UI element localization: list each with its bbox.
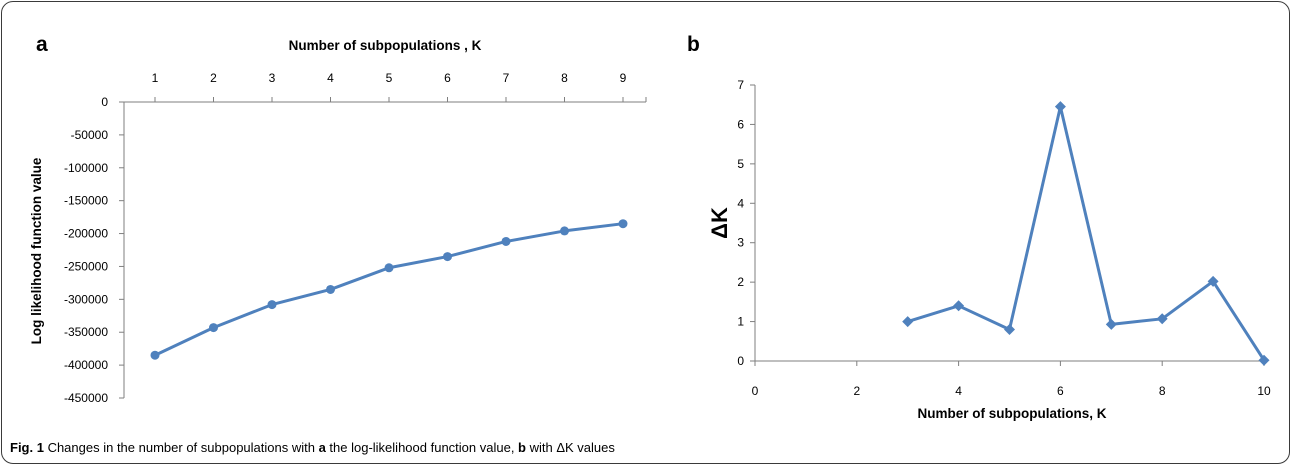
panel-b-data-point xyxy=(1054,101,1066,113)
panel-a-y-axis-title: Log likelihood function value xyxy=(29,157,44,344)
panel-b-data-point xyxy=(1156,313,1168,325)
caption-text-1: Changes in the number of subpopulations … xyxy=(43,440,319,455)
panel-a-data-point xyxy=(560,226,569,236)
panel-a-y-tick-label: -400000 xyxy=(64,358,108,372)
panel-b-x-tick-label: 0 xyxy=(752,384,759,398)
panel-a-x-axis-title: Number of subpopulations , K xyxy=(289,38,482,53)
panel-b-series-line xyxy=(907,105,1266,362)
panel-a-x-tick-label: 3 xyxy=(269,71,276,85)
panel-a-y-tick-label: -100000 xyxy=(64,161,108,175)
panel-b-x-tick-label: 10 xyxy=(1257,384,1271,398)
panel-b-y-tick-label: 3 xyxy=(737,236,744,250)
panel-a-data-point xyxy=(326,284,335,294)
caption-text-2: the log-likelihood function value, xyxy=(325,440,519,455)
panel-b-y-tick-label: 2 xyxy=(737,275,744,289)
panel-a-x-tick-label: 2 xyxy=(210,71,217,85)
panel-a-x-tick-label: 5 xyxy=(386,71,393,85)
panel-a-chart: a Number of subpopulations , K Log likel… xyxy=(29,33,647,405)
panel-b-data-point xyxy=(1105,318,1117,330)
panel-b-y-axis-title: ΔK xyxy=(707,207,732,239)
panel-b-chart: b Number of subpopulations, K ΔK 0 2 4 6 8 10… xyxy=(687,33,1271,421)
caption-label: Fig. 1 xyxy=(10,440,44,455)
panel-a-data-point xyxy=(443,252,452,262)
panel-b-x-axis-title: Number of subpopulations, K xyxy=(918,406,1107,421)
panel-a-x-tick-label: 8 xyxy=(561,71,568,85)
panel-b-x-tick-label: 4 xyxy=(955,384,962,398)
caption-bold-a: a xyxy=(318,440,326,455)
panel-b-y-tick-label: 6 xyxy=(737,117,744,131)
panel-a-y-tick-label: 0 xyxy=(101,95,108,109)
panel-b-y-tick-label: 0 xyxy=(737,354,744,368)
panel-a-x-tick-label: 7 xyxy=(503,71,510,85)
panel-b-x-tick-label: 2 xyxy=(853,384,860,398)
panel-a-data-point xyxy=(618,219,628,229)
panel-a-data-point xyxy=(501,236,511,246)
panel-b-letter: b xyxy=(687,33,700,56)
panel-a-y-tick-label: -250000 xyxy=(64,259,108,273)
panel-b-x-tick-label: 6 xyxy=(1057,384,1064,398)
panel-b-x-tick-label: 8 xyxy=(1159,384,1166,398)
panel-a-y-tick-label: -200000 xyxy=(64,227,108,241)
panel-b-data-point xyxy=(953,300,965,312)
panel-a-x-tick-label: 9 xyxy=(620,71,627,85)
panel-a-data-point xyxy=(384,263,394,273)
panel-a-data-point xyxy=(267,300,277,310)
panel-b-y-tick-label: 5 xyxy=(737,157,744,171)
panel-a-letter: a xyxy=(36,33,48,56)
panel-b-data-point xyxy=(1258,354,1270,366)
panel-a-series-line xyxy=(154,222,624,357)
panel-a-y-tick-label: -450000 xyxy=(64,391,108,405)
panel-b-y-tick-label: 7 xyxy=(737,78,744,92)
panel-b-data-point xyxy=(902,316,914,328)
panel-b-y-tick-label: 1 xyxy=(737,315,744,329)
caption-bold-b: b xyxy=(518,440,526,455)
panel-a-y-tick-label: -150000 xyxy=(64,194,108,208)
panel-a-x-tick-label: 6 xyxy=(444,71,451,85)
panel-a-x-tick-label: 1 xyxy=(152,71,159,85)
figure-caption: Fig. 1 Changes in the number of subpopul… xyxy=(10,440,1210,455)
panel-b-data-point xyxy=(1004,323,1015,335)
panel-a-data-point xyxy=(209,323,218,333)
panel-a-x-tick-label: 4 xyxy=(327,71,334,85)
panel-b-data-point xyxy=(1207,275,1219,287)
caption-text-3: with ΔK values xyxy=(526,440,615,455)
panel-b-y-tick-label: 4 xyxy=(737,196,744,210)
panel-a-y-tick-label: -300000 xyxy=(64,292,108,306)
panel-a-y-tick-label: -50000 xyxy=(71,128,109,142)
panel-a-y-tick-label: -350000 xyxy=(64,325,108,339)
panel-a-data-point xyxy=(150,350,160,360)
